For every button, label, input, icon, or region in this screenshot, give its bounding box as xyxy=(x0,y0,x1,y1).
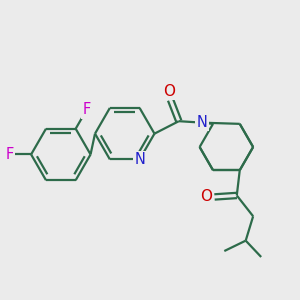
Text: N: N xyxy=(196,115,208,130)
Text: O: O xyxy=(200,189,212,204)
Text: F: F xyxy=(82,102,91,117)
Text: F: F xyxy=(5,147,14,162)
Text: N: N xyxy=(134,152,145,167)
Text: O: O xyxy=(163,84,175,99)
